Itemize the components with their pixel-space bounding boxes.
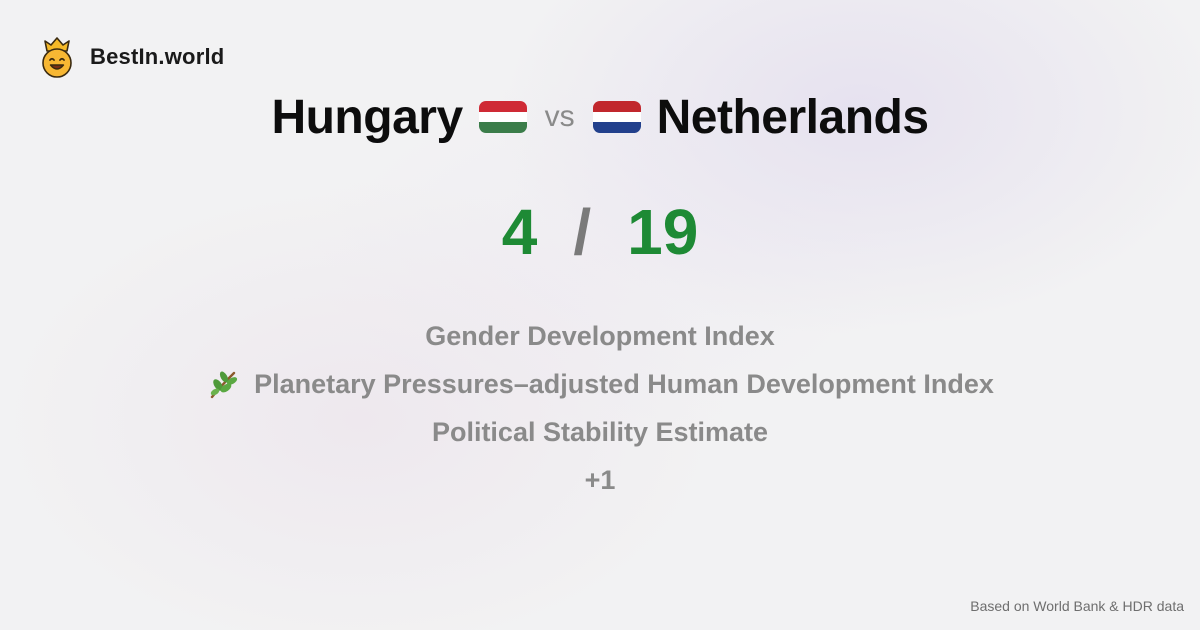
hungary-flag-icon	[478, 101, 527, 133]
more-metrics-count: +1	[584, 464, 616, 495]
brand-name: BestIn.world	[90, 44, 225, 69]
metric-label: Political Stability Estimate	[431, 416, 769, 447]
left-score: 4	[501, 196, 538, 268]
netherlands-flag-icon	[592, 101, 641, 133]
herb-icon	[210, 371, 238, 399]
metric-label: Planetary Pressures–adjusted Human Devel…	[254, 368, 994, 399]
brand[interactable]: BestIn.world	[38, 36, 224, 78]
right-country-name[interactable]: Netherlands	[656, 90, 929, 144]
metric-list: Gender Development Index Planetary Press…	[0, 312, 1200, 504]
crown-smiley-icon	[42, 37, 72, 78]
score-separator: /	[573, 196, 592, 268]
metric-item: +1	[585, 456, 616, 504]
vs-label: vs	[544, 100, 575, 133]
metric-item: Gender Development Index	[425, 312, 775, 360]
right-score: 19	[627, 196, 699, 268]
source-footnote: Based on World Bank & HDR data	[970, 598, 1184, 614]
score: 4 / 19	[0, 196, 1200, 268]
left-country-name[interactable]: Hungary	[271, 90, 463, 144]
metric-label: Gender Development Index	[425, 320, 775, 351]
metric-item: Planetary Pressures–adjusted Human Devel…	[206, 360, 994, 408]
comparison-title: Hungary vs Netherlands	[0, 86, 1200, 148]
metric-item: Political Stability Estimate	[432, 408, 768, 456]
